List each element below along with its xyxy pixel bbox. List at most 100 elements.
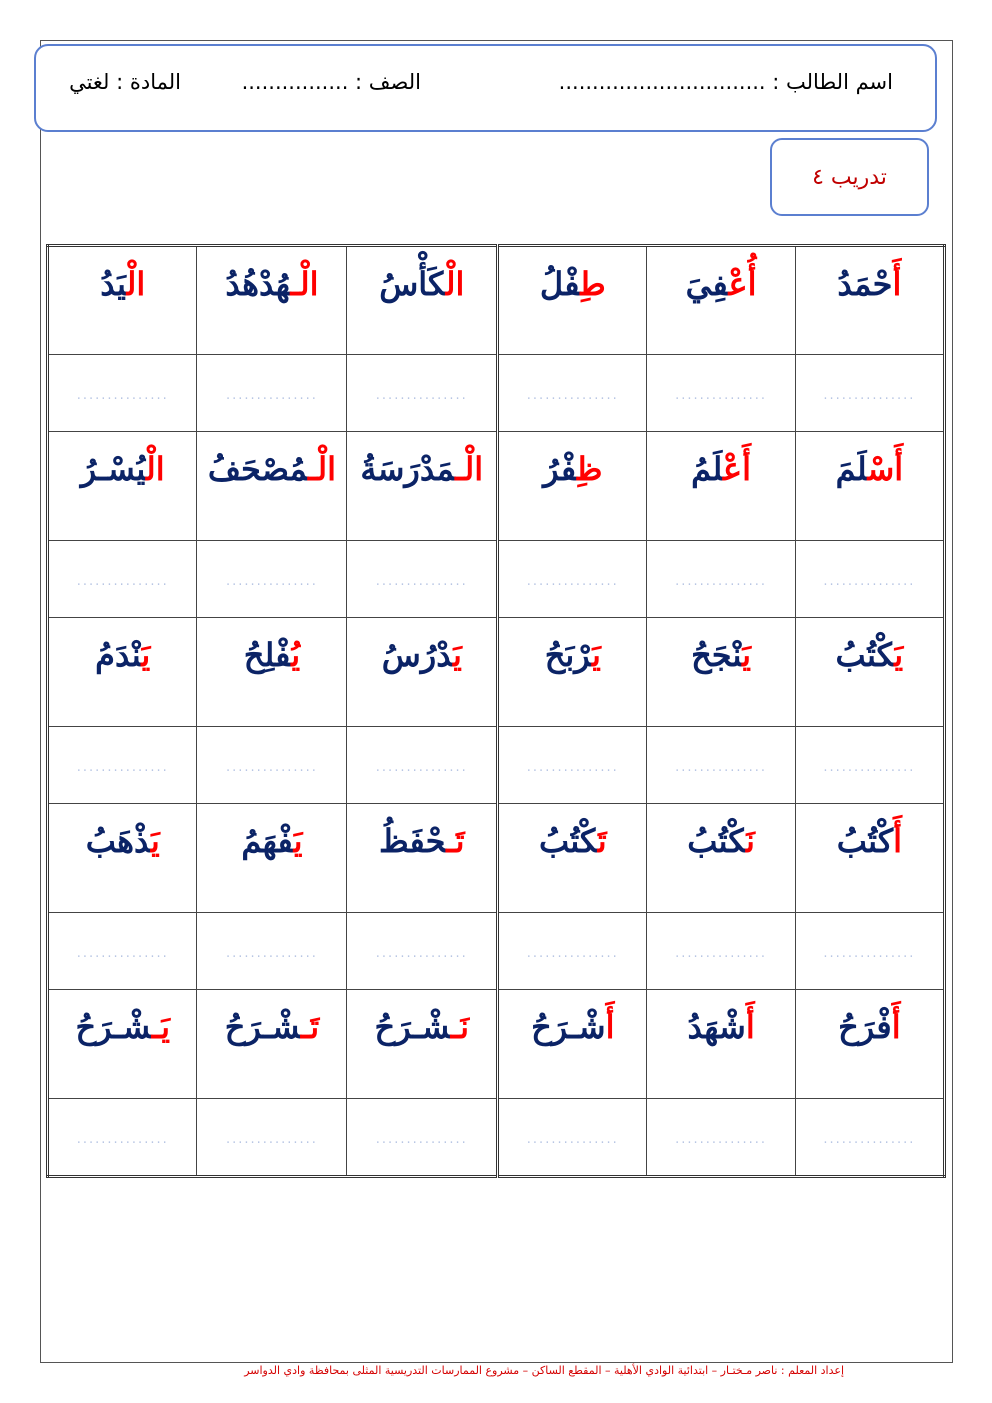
- word-cell: يَنْدَمُ: [46, 617, 198, 727]
- word-highlight: أَ: [892, 265, 902, 303]
- word-highlight: نَ: [746, 822, 755, 860]
- word-cell: يَرْبَحُ: [496, 617, 648, 727]
- answer-cell[interactable]: ...............: [46, 354, 198, 432]
- word-highlight: تَـ: [300, 1008, 320, 1046]
- answer-row: ........................................…: [46, 912, 946, 990]
- answer-cell[interactable]: ...............: [196, 540, 348, 618]
- word-highlight: أَ: [745, 1008, 755, 1046]
- word-cell: يَنْجَحُ: [646, 617, 796, 727]
- word-highlight: أَعْ: [723, 450, 752, 488]
- word-cell: أَسْلَمَ: [794, 431, 946, 541]
- answer-cell[interactable]: ...............: [646, 912, 796, 990]
- word-rest: كْتُبُ: [687, 822, 746, 860]
- word-cell: أَفْرَحُ: [794, 989, 946, 1099]
- answer-cell[interactable]: ...............: [496, 354, 648, 432]
- word-cell: الْكَأْسُ: [346, 245, 499, 355]
- answer-cell[interactable]: ...............: [794, 354, 946, 432]
- answer-cell[interactable]: ...............: [496, 726, 648, 804]
- word-cell: أَحْمَدُ: [794, 245, 946, 355]
- answer-cell[interactable]: ...............: [46, 1098, 198, 1177]
- answer-cell[interactable]: ...............: [794, 912, 946, 990]
- word: الْـهُدْهُدُ: [225, 265, 318, 303]
- word-highlight: الْـ: [307, 450, 336, 488]
- answer-cell[interactable]: ...............: [794, 1098, 946, 1177]
- word-cell: أَعْلَمُ: [646, 431, 796, 541]
- word: الْـمُصْحَفُ: [208, 450, 336, 488]
- word-highlight: الْ: [146, 450, 165, 488]
- word-rest: مُصْحَفُ: [207, 450, 308, 488]
- answer-dotted-line: ...............: [225, 1131, 318, 1147]
- answer-cell[interactable]: ...............: [196, 354, 348, 432]
- answer-cell[interactable]: ...............: [794, 540, 946, 618]
- word-rest: نْجَحُ: [691, 636, 743, 674]
- word-rest: كْتُبُ: [836, 822, 894, 860]
- word-highlight: تَـ: [446, 822, 465, 860]
- word-cell: أُعْفِيَ: [646, 245, 796, 355]
- word-cell: نَكْتُبُ: [646, 803, 796, 913]
- answer-cell[interactable]: ...............: [196, 726, 348, 804]
- word-highlight: يَ: [150, 822, 160, 860]
- word: نَكْتُبُ: [687, 822, 755, 860]
- answer-cell[interactable]: ...............: [794, 726, 946, 804]
- student-name-field[interactable]: اسم الطالب : ...........................…: [558, 70, 893, 94]
- answer-cell[interactable]: ...............: [646, 1098, 796, 1177]
- answer-cell[interactable]: ...............: [646, 354, 796, 432]
- word-highlight: طِ: [580, 265, 606, 303]
- word: تَـحْفَظُ: [379, 822, 465, 860]
- answer-row: ........................................…: [46, 540, 946, 618]
- word: يَرْبَحُ: [545, 636, 601, 674]
- answer-cell[interactable]: ...............: [646, 540, 796, 618]
- answer-dotted-line: ...............: [76, 573, 169, 589]
- word-cell: تَكْتُبُ: [496, 803, 648, 913]
- word-highlight: أَ: [605, 1008, 615, 1046]
- word-highlight: الْـ: [290, 265, 319, 303]
- word-highlight: أَ: [891, 1008, 901, 1046]
- exercise-title: تدريب ٤: [770, 138, 929, 216]
- answer-cell[interactable]: ...............: [46, 540, 198, 618]
- word-cell: نَـشْـرَحُ: [346, 989, 499, 1099]
- word-cell: يَذْهَبُ: [46, 803, 198, 913]
- word-highlight: يُ: [291, 636, 301, 674]
- answer-dotted-line: ...............: [225, 387, 318, 403]
- answer-cell[interactable]: ...............: [346, 1098, 499, 1177]
- word-rest: لَمُ: [691, 450, 724, 488]
- answer-cell[interactable]: ...............: [196, 912, 348, 990]
- answer-cell[interactable]: ...............: [346, 726, 499, 804]
- word: أَشْهَدُ: [687, 1008, 754, 1046]
- word-rest: شْـرَحُ: [224, 1008, 301, 1046]
- answer-cell[interactable]: ...............: [346, 354, 499, 432]
- answer-cell[interactable]: ...............: [346, 540, 499, 618]
- word-rest: شْـرَحُ: [374, 1008, 451, 1046]
- word: يَفْهَمُ: [241, 822, 302, 860]
- page-frame: [40, 40, 953, 1363]
- answer-cell[interactable]: ...............: [46, 726, 198, 804]
- class-field[interactable]: الصف : ................: [241, 70, 421, 94]
- answer-dotted-line: ...............: [675, 573, 768, 589]
- word-cell: يُفْلِحُ: [196, 617, 348, 727]
- answer-cell[interactable]: ...............: [346, 912, 499, 990]
- answer-cell[interactable]: ...............: [196, 1098, 348, 1177]
- subject-label: المادة : لغتي: [69, 70, 181, 94]
- word-highlight: أَ: [893, 822, 902, 860]
- answer-dotted-line: ...............: [526, 1131, 619, 1147]
- answer-cell[interactable]: ...............: [46, 912, 198, 990]
- word-cell: الْـمُصْحَفُ: [196, 431, 348, 541]
- word-rest: فْهَمُ: [241, 822, 294, 860]
- word-highlight: يَ: [894, 636, 904, 674]
- word: الْكَأْسُ: [379, 265, 464, 303]
- word: أُعْفِيَ: [686, 265, 757, 303]
- answer-cell[interactable]: ...............: [496, 540, 648, 618]
- word-highlight: تَ: [597, 822, 607, 860]
- answer-cell[interactable]: ...............: [496, 912, 648, 990]
- answer-cell[interactable]: ...............: [496, 1098, 648, 1177]
- answer-row: ........................................…: [46, 1098, 946, 1177]
- word-cell: يَدْرُسُ: [346, 617, 499, 727]
- word-cell: يَـشْـرَحُ: [46, 989, 198, 1099]
- word-cell: الْيَدُ: [46, 245, 198, 355]
- answer-cell[interactable]: ...............: [646, 726, 796, 804]
- word-rest: مَدْرَسَةُ: [360, 450, 456, 488]
- answer-dotted-line: ...............: [675, 759, 768, 775]
- answer-dotted-line: ...............: [375, 759, 468, 775]
- answer-dotted-line: ...............: [526, 759, 619, 775]
- answer-dotted-line: ...............: [225, 573, 318, 589]
